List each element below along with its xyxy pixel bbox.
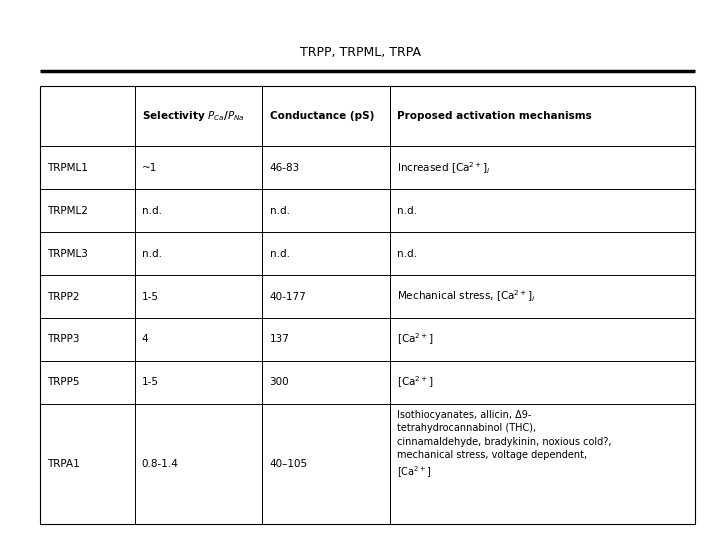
Text: [Ca$^{2+}$]: [Ca$^{2+}$]: [397, 332, 434, 347]
Text: ~1: ~1: [142, 163, 157, 173]
Text: n.d.: n.d.: [269, 248, 289, 259]
Text: [Ca$^{2+}$]: [Ca$^{2+}$]: [397, 374, 434, 390]
Text: 40-177: 40-177: [269, 292, 306, 301]
Text: n.d.: n.d.: [397, 206, 418, 216]
Text: 300: 300: [269, 377, 289, 387]
Text: Proposed activation mechanisms: Proposed activation mechanisms: [397, 111, 592, 122]
Text: 4: 4: [142, 334, 148, 345]
Text: 46-83: 46-83: [269, 163, 300, 173]
Text: 137: 137: [269, 334, 289, 345]
Text: Selectivity $P_{Ca}$/$P_{Na}$: Selectivity $P_{Ca}$/$P_{Na}$: [142, 110, 245, 124]
Text: Isothiocyanates, allicin, Δ9-
tetrahydrocannabinol (THC),
cinnamaldehyde, bradyk: Isothiocyanates, allicin, Δ9- tetrahydro…: [397, 410, 612, 480]
Text: 1-5: 1-5: [142, 377, 159, 387]
Text: TRPML2: TRPML2: [47, 206, 88, 216]
Text: n.d.: n.d.: [269, 206, 289, 216]
Text: Increased [Ca$^{2+}$]$_i$: Increased [Ca$^{2+}$]$_i$: [397, 160, 491, 176]
Text: TRPP5: TRPP5: [47, 377, 79, 387]
Text: n.d.: n.d.: [142, 248, 162, 259]
Text: TRPP3: TRPP3: [47, 334, 79, 345]
Text: Mechanical stress, [Ca$^{2+}$]$_i$: Mechanical stress, [Ca$^{2+}$]$_i$: [397, 289, 536, 305]
Text: n.d.: n.d.: [142, 206, 162, 216]
Text: n.d.: n.d.: [397, 248, 418, 259]
Text: TRPP2: TRPP2: [47, 292, 79, 301]
Text: 40–105: 40–105: [269, 459, 307, 469]
Text: TRPML3: TRPML3: [47, 248, 88, 259]
Text: TRPP, TRPML, TRPA: TRPP, TRPML, TRPA: [300, 46, 420, 59]
Text: TRPML1: TRPML1: [47, 163, 88, 173]
Text: Conductance (pS): Conductance (pS): [269, 111, 374, 122]
Text: 0.8-1.4: 0.8-1.4: [142, 459, 179, 469]
Text: TRPA1: TRPA1: [47, 459, 79, 469]
Text: 1-5: 1-5: [142, 292, 159, 301]
